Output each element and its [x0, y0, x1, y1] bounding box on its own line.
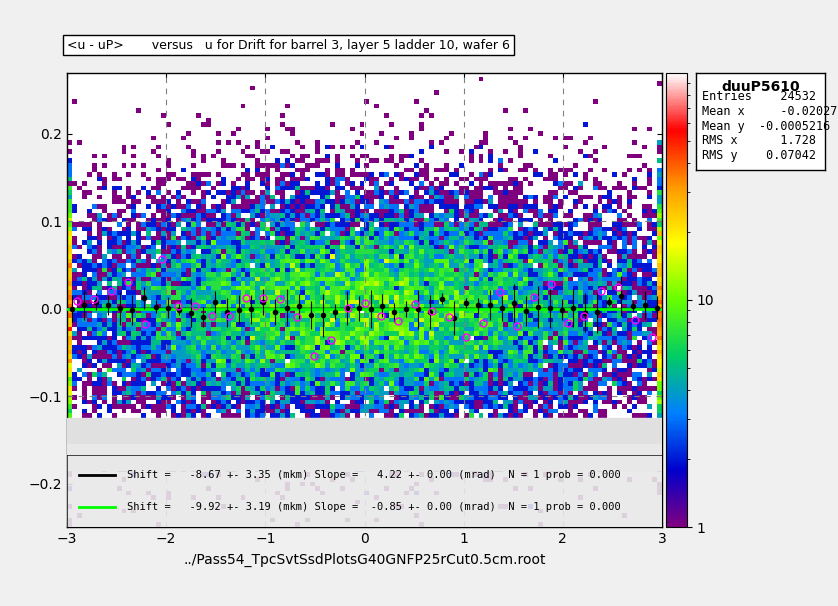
Text: Mean y  -0.0005216: Mean y -0.0005216 — [702, 119, 830, 133]
Text: Entries    24532: Entries 24532 — [702, 90, 816, 104]
Bar — [67, 444, 662, 470]
X-axis label: ../Pass54_TpcSvtSsdPlotsG40GNFP25rCut0.5cm.root: ../Pass54_TpcSvtSsdPlotsG40GNFP25rCut0.5… — [184, 553, 546, 567]
Text: Mean x     -0.02027: Mean x -0.02027 — [702, 105, 837, 118]
Text: RMS x      1.728: RMS x 1.728 — [702, 134, 816, 147]
Text: Shift =   -9.92 +- 3.19 (mkm) Slope =  -0.85 +- 0.00 (mrad)  N = 1 prob = 0.000: Shift = -9.92 +- 3.19 (mkm) Slope = -0.8… — [127, 502, 620, 512]
Text: RMS y    0.07042: RMS y 0.07042 — [702, 148, 816, 162]
Text: <u - uP>       versus   u for Drift for barrel 3, layer 5 ladder 10, wafer 6: <u - uP> versus u for Drift for barrel 3… — [67, 39, 510, 52]
Bar — [67, 418, 662, 444]
Text: duuP5610: duuP5610 — [722, 81, 799, 95]
Text: Shift =   -8.67 +- 3.35 (mkm) Slope =   4.22 +- 0.00 (mrad)  N = 1 prob = 0.000: Shift = -8.67 +- 3.35 (mkm) Slope = 4.22… — [127, 470, 620, 480]
